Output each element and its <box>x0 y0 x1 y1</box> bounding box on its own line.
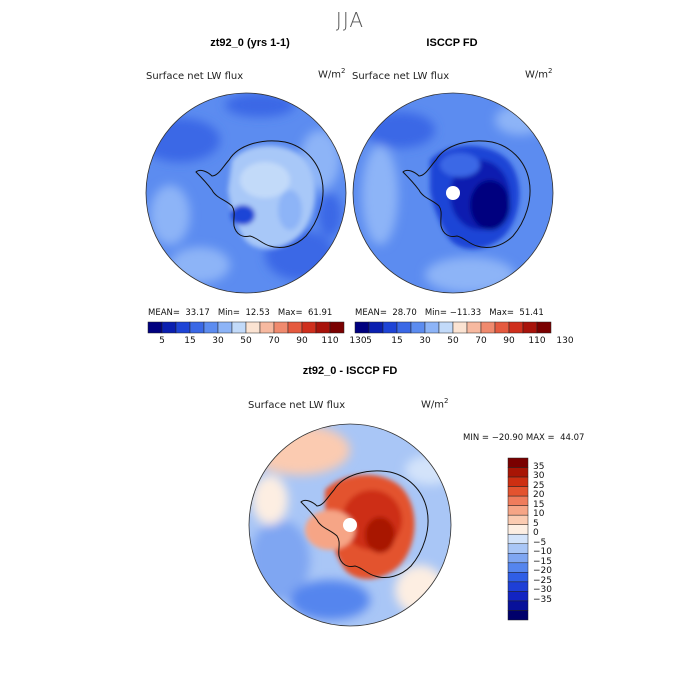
colorbar-tick-label: 15 <box>184 336 196 346</box>
colorbar-tick-label: 90 <box>503 336 515 346</box>
panel2-colorbar <box>354 321 552 334</box>
colorbar-swatch <box>424 321 440 334</box>
colorbar-swatch <box>536 321 552 334</box>
colorbar-swatch <box>507 543 529 554</box>
colorbar-tick-label: 20 <box>533 490 545 501</box>
panel2-stats: MEAN= 28.70 Min= −11.33 Max= 51.41 <box>355 308 544 318</box>
season-title: JJA <box>335 8 365 32</box>
colorbar-swatch <box>507 457 529 468</box>
panel1-stats: MEAN= 33.17 Min= 12.53 Max= 61.91 <box>148 308 333 318</box>
colorbar-swatch <box>287 321 303 334</box>
colorbar-swatch <box>368 321 384 334</box>
panel1-map <box>145 92 347 294</box>
panel3-field-label: Surface net LW flux <box>248 400 346 411</box>
colorbar-swatch <box>507 610 529 621</box>
colorbar-tick-label: 5 <box>159 336 165 346</box>
colorbar-tick-label: −20 <box>533 566 552 577</box>
colorbar-swatch <box>175 321 191 334</box>
panel3-polar-gap <box>343 518 357 532</box>
colorbar-swatch <box>507 467 529 478</box>
colorbar-swatch <box>507 581 529 592</box>
panel2-map <box>352 92 554 294</box>
colorbar-swatch <box>354 321 370 334</box>
panel3-title: zt92_0 - ISCCP FD <box>302 365 398 377</box>
colorbar-tick-label: 30 <box>419 336 431 346</box>
colorbar-swatch <box>466 321 482 334</box>
colorbar-tick-label: 50 <box>240 336 252 346</box>
panel3-stats: MIN = −20.90 MAX = 44.07 <box>463 433 585 443</box>
colorbar-swatch <box>507 505 529 516</box>
colorbar-tick-label: 70 <box>268 336 280 346</box>
colorbar-swatch <box>410 321 426 334</box>
colorbar-swatch <box>231 321 247 334</box>
colorbar-swatch <box>438 321 454 334</box>
colorbar-tick-label: 15 <box>391 336 403 346</box>
colorbar-tick-label: 50 <box>447 336 459 346</box>
colorbar-swatch <box>507 495 529 506</box>
colorbar-tick-label: 25 <box>533 480 545 491</box>
colorbar-swatch <box>507 514 529 525</box>
colorbar-swatch <box>507 572 529 583</box>
colorbar-swatch <box>259 321 275 334</box>
colorbar-swatch <box>245 321 261 334</box>
panel2-title: ISCCP FD <box>426 37 478 49</box>
panel3-colorbar <box>507 457 529 621</box>
colorbar-tick-label: 110 <box>528 336 546 346</box>
colorbar-swatch <box>507 600 529 611</box>
colorbar-swatch <box>301 321 317 334</box>
panel1-field-label: Surface net LW flux <box>146 71 244 82</box>
colorbar-swatch <box>508 321 524 334</box>
panel1-colorbar <box>147 321 345 334</box>
panel2-units: W/m2 <box>525 67 553 81</box>
colorbar-tick-label: 15 <box>533 499 545 510</box>
colorbar-tick-label: 30 <box>212 336 224 346</box>
panel2-polar-gap <box>446 186 460 200</box>
colorbar-swatch <box>203 321 219 334</box>
colorbar-tick-label: −10 <box>533 547 552 558</box>
colorbar-swatch <box>382 321 398 334</box>
panel1-units: W/m2 <box>318 67 346 81</box>
colorbar-swatch <box>217 321 233 334</box>
colorbar-tick-label: 70 <box>475 336 487 346</box>
colorbar-tick-label: 35 <box>533 461 545 472</box>
colorbar-swatch <box>507 562 529 573</box>
colorbar-tick-label: 0 <box>533 528 539 539</box>
colorbar-tick-label: −30 <box>533 585 552 596</box>
colorbar-tick-label: 5 <box>366 336 372 346</box>
panel1-title: zt92_0 (yrs 1-1) <box>210 37 290 49</box>
colorbar-swatch <box>273 321 289 334</box>
colorbar-swatch <box>522 321 538 334</box>
panel2-field-label: Surface net LW flux <box>352 71 450 82</box>
colorbar-swatch <box>494 321 510 334</box>
colorbar-tick-label: 110 <box>321 336 339 346</box>
colorbar-tick-label: 90 <box>296 336 308 346</box>
colorbar-swatch <box>507 591 529 602</box>
colorbar-tick-label: 10 <box>533 509 545 520</box>
colorbar-swatch <box>507 524 529 535</box>
colorbar-swatch <box>189 321 205 334</box>
colorbar-swatch <box>147 321 163 334</box>
colorbar-tick-label: −25 <box>533 575 552 586</box>
colorbar-swatch <box>507 486 529 497</box>
colorbar-swatch <box>507 476 529 487</box>
colorbar-swatch <box>507 553 529 564</box>
colorbar-tick-label: −35 <box>533 594 552 605</box>
colorbar-tick-label: −15 <box>533 556 552 567</box>
colorbar-swatch <box>315 321 331 334</box>
colorbar-swatch <box>480 321 496 334</box>
colorbar-tick-label: 5 <box>533 518 539 529</box>
colorbar-tick-label: 130 <box>556 336 574 346</box>
colorbar-swatch <box>396 321 412 334</box>
colorbar-swatch <box>452 321 468 334</box>
colorbar-swatch <box>329 321 345 334</box>
colorbar-swatch <box>161 321 177 334</box>
colorbar-tick-label: −5 <box>533 537 547 548</box>
colorbar-swatch <box>507 533 529 545</box>
colorbar-tick-label: 30 <box>533 471 545 482</box>
colorbar-tick-label: 130 <box>349 336 367 346</box>
panel3-map <box>248 423 452 627</box>
panel3-units: W/m2 <box>421 397 449 411</box>
